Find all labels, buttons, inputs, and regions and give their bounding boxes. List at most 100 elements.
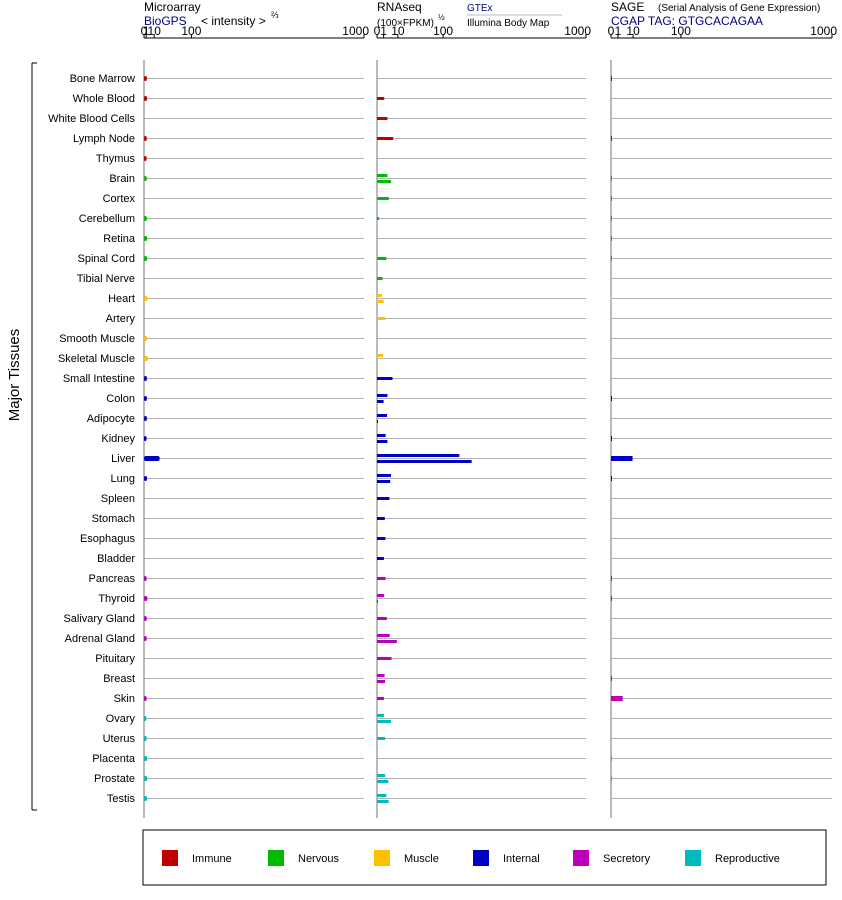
bar-rnaseq-ibm [377, 180, 392, 183]
bar-microarray [144, 796, 148, 801]
bar-rnaseq-ibm [377, 800, 389, 803]
tissue-label: Skin [114, 693, 135, 705]
tissue-label: Brain [109, 173, 135, 185]
panel-title-rnaseq: RNAseq [377, 0, 422, 14]
tick-label: 0 [374, 24, 381, 38]
bar-rnaseq-gtex [377, 434, 386, 437]
bar-rnaseq-ibm [377, 680, 386, 683]
legend-swatch [573, 850, 589, 866]
tissue-label: Salivary Gland [63, 613, 135, 625]
bar-rnaseq-gtex [377, 394, 388, 397]
bar-rnaseq-gtex [377, 557, 384, 560]
tick-label: 0 [141, 24, 148, 38]
bar-rnaseq-ibm [377, 400, 384, 403]
tissue-label: Lung [111, 473, 135, 485]
bar-sage [611, 456, 633, 461]
tissue-label: Prostate [94, 773, 135, 785]
bar-rnaseq-gtex [377, 217, 380, 220]
bar-microarray [144, 636, 147, 641]
unit-microarray: < intensity > [201, 14, 266, 28]
bar-microarray [144, 476, 148, 481]
bar-sage [611, 436, 612, 441]
bar-microarray [144, 416, 147, 421]
legend-label: Nervous [298, 853, 339, 865]
source-cgap: CGAP TAG: GTGCACAGAA [611, 14, 763, 28]
tick-label: 100 [671, 24, 691, 38]
bar-sage [611, 776, 612, 781]
bar-sage [611, 76, 612, 81]
bar-rnaseq-gtex [377, 634, 390, 637]
bar-rnaseq-ibm [377, 460, 472, 463]
side-label: Major Tissues [6, 329, 23, 422]
bar-sage [611, 396, 612, 401]
bar-sage [611, 256, 612, 261]
bar-rnaseq-gtex [377, 657, 392, 660]
bar-rnaseq-gtex [377, 517, 385, 520]
tissue-label: Pancreas [89, 573, 136, 585]
bar-rnaseq-gtex [377, 174, 388, 177]
tissue-label: Tibial Nerve [77, 273, 135, 285]
tick-label: 1 [143, 24, 150, 38]
tick-label: 10 [626, 24, 640, 38]
tick-label: 0 [608, 24, 615, 38]
panel-subtitle-sage: (Serial Analysis of Gene Expression) [658, 3, 820, 14]
bar-microarray [144, 76, 147, 81]
tissue-label: Adrenal Gland [65, 633, 135, 645]
bar-rnaseq-ibm [377, 440, 388, 443]
legend-swatch [162, 850, 178, 866]
panel-title-sage: SAGE [611, 0, 644, 14]
bar-microarray [144, 396, 147, 401]
bar-microarray [144, 236, 148, 241]
bar-rnaseq-gtex [377, 594, 385, 597]
bar-sage [611, 756, 612, 761]
bar-rnaseq-gtex [377, 454, 460, 457]
tissue-label: Whole Blood [73, 93, 135, 105]
bar-microarray [144, 696, 147, 701]
tissue-label: Spinal Cord [78, 253, 135, 265]
bar-microarray [144, 256, 148, 261]
tissue-label: Testis [107, 793, 136, 805]
bar-rnaseq-ibm [377, 640, 397, 643]
bar-microarray [144, 596, 148, 601]
bar-microarray [144, 216, 147, 221]
tissue-label: Thymus [96, 153, 136, 165]
tick-label: 1000 [342, 24, 369, 38]
bar-rnaseq-ibm [377, 360, 378, 363]
bar-rnaseq-ibm [377, 117, 388, 120]
tissue-label: Colon [106, 393, 135, 405]
tissue-label: Lymph Node [73, 133, 135, 145]
tissue-label: Bone Marrow [70, 73, 135, 85]
bar-rnaseq-gtex [377, 737, 386, 740]
bar-microarray [144, 756, 148, 761]
tick-label: 100 [433, 24, 453, 38]
bar-sage [611, 196, 612, 201]
bar-rnaseq-gtex [377, 497, 390, 500]
unit-rnaseq: (100×FPKM) [377, 18, 434, 29]
tick-label: 1000 [564, 24, 591, 38]
bar-rnaseq-gtex [377, 577, 386, 580]
tick-label: 1000 [810, 24, 837, 38]
tissue-label: Ovary [106, 713, 136, 725]
tick-label: 100 [181, 24, 201, 38]
bar-rnaseq-ibm [377, 300, 384, 303]
bar-microarray [144, 336, 148, 341]
bar-rnaseq-ibm [377, 600, 378, 603]
source-ibm: Illumina Body Map [467, 18, 550, 29]
tissue-label: Small Intestine [63, 373, 135, 385]
bar-sage [611, 676, 612, 681]
tissue-label: Artery [106, 313, 136, 325]
bar-rnaseq-gtex [377, 537, 386, 540]
legend-label: Muscle [404, 853, 439, 865]
tissue-label: Spleen [101, 493, 135, 505]
legend-box [142, 829, 827, 886]
tick-label: 1 [615, 24, 622, 38]
bar-microarray [144, 616, 147, 621]
unit-exp-rnaseq: ½ [438, 13, 445, 22]
bar-rnaseq-gtex [377, 474, 392, 477]
tissue-label: Uterus [103, 733, 136, 745]
legend-swatch [473, 850, 489, 866]
bar-microarray [144, 456, 160, 461]
bar-rnaseq-gtex [377, 697, 384, 700]
legend-label: Reproductive [715, 853, 780, 865]
